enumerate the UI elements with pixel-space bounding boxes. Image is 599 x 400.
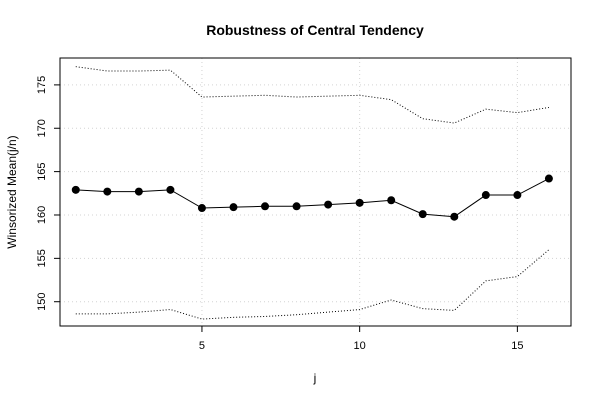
series	[71, 66, 553, 320]
y-tick-label: 155	[36, 249, 48, 267]
data-point	[166, 185, 175, 194]
series-line-upper	[75, 66, 550, 124]
data-point	[134, 187, 143, 196]
data-point	[481, 191, 490, 200]
axis-ticks: 5 10 15 150 155 160 165 170 175	[36, 76, 524, 352]
data-point	[229, 203, 238, 212]
data-point	[450, 212, 459, 221]
data-point	[197, 204, 206, 213]
x-axis-label: j	[313, 371, 317, 385]
y-axis-label: Winsorized Mean(j/n)	[5, 135, 19, 248]
data-point	[387, 196, 396, 205]
y-tick-label: 160	[36, 206, 48, 224]
chart-title: Robustness of Central Tendency	[206, 22, 424, 38]
x-tick-label: 10	[354, 340, 366, 352]
grid	[60, 58, 571, 326]
x-tick-label: 5	[199, 340, 205, 352]
data-point	[513, 191, 522, 200]
y-tick-label: 150	[36, 293, 48, 311]
series-line-mean	[75, 178, 550, 218]
data-point	[292, 202, 301, 211]
y-tick-label: 170	[36, 119, 48, 137]
x-tick-label: 15	[511, 340, 523, 352]
data-point	[355, 198, 364, 207]
y-tick-label: 175	[36, 76, 48, 94]
data-point	[544, 174, 553, 183]
data-point	[103, 187, 112, 196]
data-point	[418, 210, 427, 219]
data-point	[261, 202, 270, 211]
data-point	[324, 200, 333, 209]
series-line-lower	[75, 249, 550, 320]
plot-frame	[59, 57, 572, 327]
data-point	[71, 185, 80, 194]
y-tick-label: 165	[36, 162, 48, 180]
